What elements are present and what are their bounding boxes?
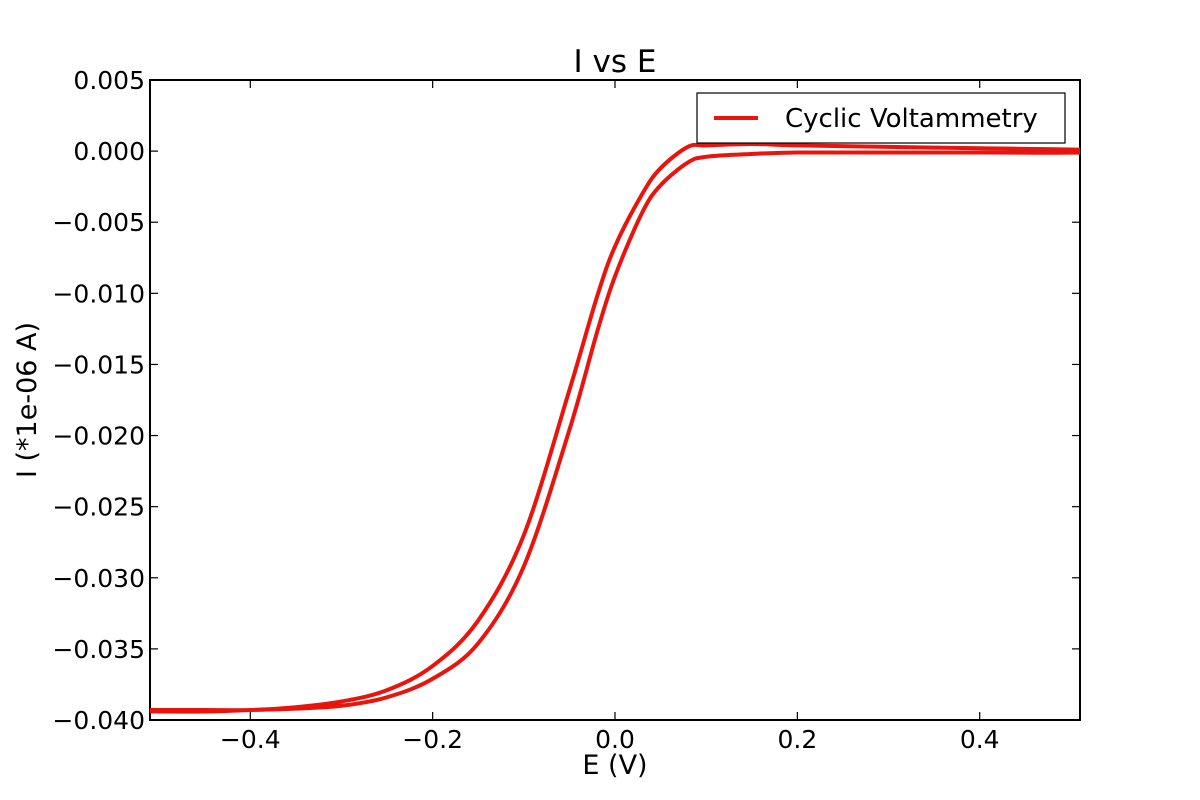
x-axis-label: E (V) <box>582 750 647 781</box>
x-tick-label: 0.4 <box>960 725 1000 754</box>
legend: Cyclic Voltammetry <box>696 92 1066 144</box>
y-tick-label: 0.000 <box>73 137 145 166</box>
y-tick-label: −0.015 <box>52 350 145 379</box>
y-tick-label: −0.040 <box>52 706 145 735</box>
y-tick-label: −0.020 <box>52 422 145 451</box>
y-tick-label: −0.005 <box>52 208 145 237</box>
y-axis-ticks: 0.005 0.000 −0.005 −0.010 −0.015 −0.020 −0.025… <box>52 66 1080 735</box>
series-line-cyclic-voltammetry <box>150 142 1080 714</box>
plot-frame <box>149 79 1081 721</box>
y-tick-label: −0.035 <box>52 635 145 664</box>
x-tick-label: 0.2 <box>777 725 817 754</box>
x-tick-label: −0.2 <box>402 725 463 754</box>
y-axis-label: I (*1e-06 A) <box>12 322 43 478</box>
legend-entry: Cyclic Voltammetry <box>785 104 1038 134</box>
y-tick-label: 0.005 <box>73 66 145 95</box>
chart-title: I vs E <box>574 44 657 80</box>
y-tick-label: −0.010 <box>52 279 145 308</box>
legend-box <box>696 92 1066 144</box>
series-layer <box>150 142 1080 714</box>
x-axis-ticks: −0.4 −0.2 0.0 0.2 0.4 <box>220 80 1000 754</box>
y-tick-label: −0.025 <box>52 493 145 522</box>
x-tick-label: 0.0 <box>595 725 635 754</box>
x-tick-label: −0.4 <box>220 725 281 754</box>
y-tick-label: −0.030 <box>52 564 145 593</box>
plot-area: −0.4 −0.2 0.0 0.2 0.4 0.005 0.000 −0.005 −0.010… <box>52 66 1081 754</box>
